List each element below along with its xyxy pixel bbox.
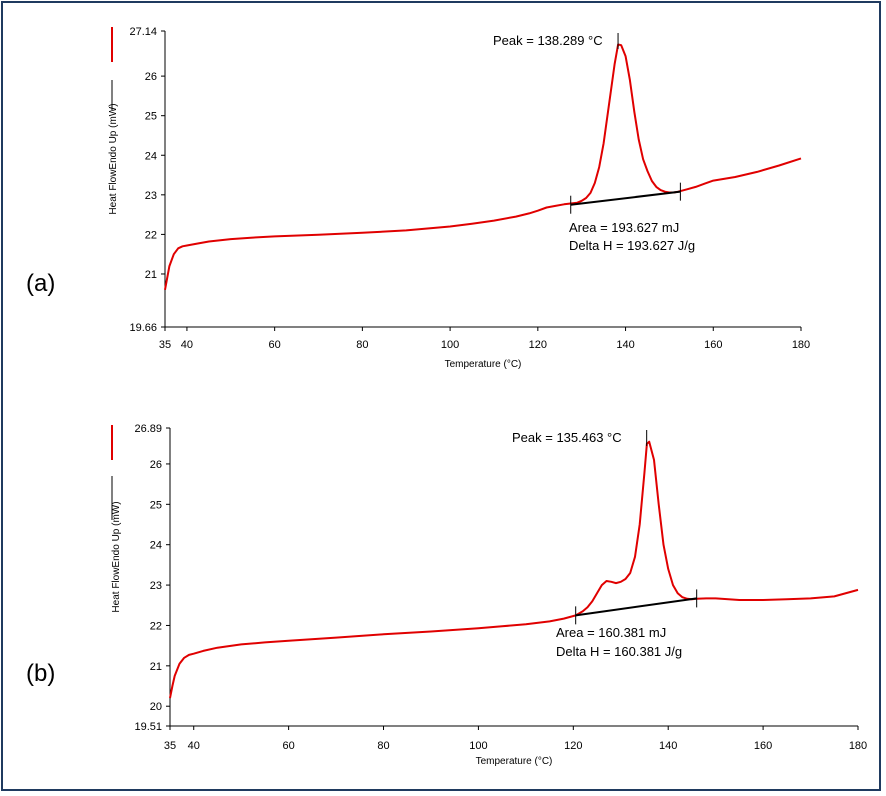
chart1-x-tick-label-5: 120 bbox=[564, 740, 582, 752]
chart1-x-tick-label-2: 60 bbox=[282, 740, 294, 752]
chart1-x-tick-label-4: 100 bbox=[469, 740, 487, 752]
chart0-series-line-0 bbox=[164, 43, 802, 290]
chart0-y-tick-label-6: 26 bbox=[145, 71, 157, 83]
chart0-integration-baseline bbox=[570, 190, 681, 206]
chart1-annotation-1: Delta H = 160.381 J/g bbox=[556, 644, 682, 659]
chart0-x-tick-label-3: 80 bbox=[356, 339, 368, 351]
chart0-x-tick-label-8: 180 bbox=[792, 339, 810, 351]
chart1-y-tick-label-7: 26 bbox=[150, 459, 162, 471]
chart1-x-tick-label-6: 140 bbox=[659, 740, 677, 752]
chart1-x-tick-label-3: 80 bbox=[377, 740, 389, 752]
chart0-y-tick-label-7: 27.14 bbox=[129, 26, 157, 38]
chart1-x-tick-label-8: 180 bbox=[849, 740, 867, 752]
chart0-y-tick-label-0: 19.66 bbox=[129, 322, 157, 334]
chart1-y-tick-label-3: 22 bbox=[150, 620, 162, 632]
chart1-x-axis-title: Temperature (°C) bbox=[476, 756, 553, 767]
chart1-annotation-0: Area = 160.381 mJ bbox=[556, 625, 666, 640]
chart1-y-tick-label-0: 19.51 bbox=[134, 721, 162, 733]
chart0-x-tick-label-0: 35 bbox=[159, 339, 171, 351]
chart1-y-tick-label-1: 20 bbox=[150, 701, 162, 713]
chart0-x-tick-label-6: 140 bbox=[616, 339, 634, 351]
chart0-peak-label: Peak = 138.289 °C bbox=[493, 33, 603, 48]
chart1-x-tick-label-0: 35 bbox=[164, 740, 176, 752]
chart0-x-tick-label-7: 160 bbox=[704, 339, 722, 351]
chart1-integration-baseline bbox=[575, 597, 697, 617]
chart0-y-axis-title: Heat FlowEndo Up (mW) bbox=[108, 103, 119, 214]
panel-label-a: (a) bbox=[26, 270, 56, 297]
chart0-x-tick-label-5: 120 bbox=[529, 339, 547, 351]
chart1-y-tick-label-6: 25 bbox=[150, 499, 162, 511]
chart1-y-tick-label-4: 23 bbox=[150, 580, 162, 592]
chart1-y-tick-label-5: 24 bbox=[150, 540, 162, 552]
chart1-y-tick-label-2: 21 bbox=[150, 661, 162, 673]
chart0-y-tick-label-5: 25 bbox=[145, 111, 157, 123]
chart0-x-tick-label-1: 40 bbox=[181, 339, 193, 351]
chart0-y-tick-label-3: 23 bbox=[145, 190, 157, 202]
chart1-y-tick-label-8: 26.89 bbox=[134, 423, 162, 435]
chart0-annotation-1: Delta H = 193.627 J/g bbox=[569, 238, 695, 253]
chart1-x-tick-label-7: 160 bbox=[754, 740, 772, 752]
chart0-x-axis-title: Temperature (°C) bbox=[445, 359, 522, 370]
chart1-x-tick-label-1: 40 bbox=[188, 740, 200, 752]
chart1-series-line-0 bbox=[169, 440, 859, 699]
chart0-y-tick-label-2: 22 bbox=[145, 229, 157, 241]
chart0-annotation-0: Area = 193.627 mJ bbox=[569, 220, 679, 235]
chart0-x-tick-label-4: 100 bbox=[441, 339, 459, 351]
chart1-y-axis-title: Heat FlowEndo Up (mW) bbox=[111, 501, 122, 612]
chart0-x-tick-label-2: 60 bbox=[269, 339, 281, 351]
panel-label-b: (b) bbox=[26, 660, 56, 687]
chart0-y-tick-label-1: 21 bbox=[145, 269, 157, 281]
chart1-peak-label: Peak = 135.463 °C bbox=[512, 430, 622, 445]
chart0-y-tick-label-4: 24 bbox=[145, 150, 157, 162]
